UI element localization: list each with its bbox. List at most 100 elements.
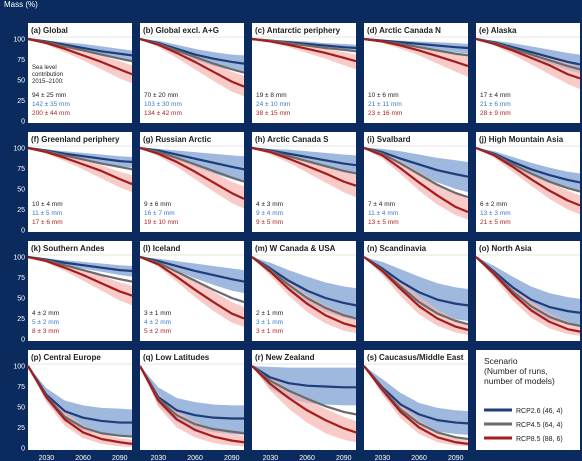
panel-background xyxy=(252,23,356,123)
contribution-value: 142 ± 35 mm xyxy=(32,101,70,108)
series-line-rcp85 xyxy=(475,37,581,80)
series-line-rcp85 xyxy=(139,146,245,200)
series-line-rcp85 xyxy=(139,255,245,320)
x-tick-label: 2060 xyxy=(187,455,203,461)
y-axis-label: Mass (%) xyxy=(4,0,38,9)
x-tick-label: 2030 xyxy=(375,455,391,461)
x-tick-label: 2090 xyxy=(224,455,240,461)
band-rcp85 xyxy=(28,39,132,84)
series-line-rcp85 xyxy=(27,37,133,76)
series-line-rcp85 xyxy=(475,256,581,333)
panel: (f) Greenland periphery 10 ± 4 mm 11 ± 5 m… xyxy=(27,132,133,232)
panel: (m) W Canada & USA 2 ± 1 mm 3 ± 1 mm 3 ± 1 … xyxy=(251,241,357,341)
panel-title: (n) Scandinavia xyxy=(367,244,427,253)
contribution-value: 19 ± 10 mm xyxy=(144,219,178,226)
band-rcp85 xyxy=(476,148,580,215)
panel-title: (k) Southern Andes xyxy=(31,244,105,253)
contribution-label: 2015–2100: xyxy=(32,79,64,85)
series-line-rcp45 xyxy=(251,256,357,320)
panel-title: (c) Antarctic periphery xyxy=(255,26,341,35)
band-rcp26 xyxy=(364,366,468,435)
band-rcp85 xyxy=(140,257,244,327)
contribution-value: 17 ± 6 mm xyxy=(32,219,63,226)
series-line-rcp85 xyxy=(27,146,133,186)
series-line-rcp85 xyxy=(27,255,133,297)
series-line-rcp45 xyxy=(363,146,469,199)
contribution-value: 10 ± 4 mm xyxy=(32,201,63,208)
contribution-value: 103 ± 30 mm xyxy=(144,101,182,108)
x-tick-label: 2030 xyxy=(39,455,55,461)
y-tick-label: 50 xyxy=(17,405,25,412)
band-rcp85 xyxy=(476,39,580,90)
series-line-rcp85 xyxy=(251,146,357,187)
panel: (a) Global Sea levelcontribution2015–2100… xyxy=(27,23,133,123)
contribution-label: contribution xyxy=(32,72,63,78)
panel-title: (m) W Canada & USA xyxy=(255,244,336,253)
panel: (r) New Zealand xyxy=(251,350,357,450)
contribution-value: 2 ± 1 mm xyxy=(256,310,283,317)
contribution-value: 200 ± 44 mm xyxy=(32,110,70,117)
series-line-rcp26 xyxy=(139,255,245,283)
y-tick-label: 100 xyxy=(13,37,25,44)
panel-title: (d) Arctic Canada N xyxy=(367,26,441,35)
contribution-label: Sea level xyxy=(32,65,57,71)
contribution-value: 7 ± 4 mm xyxy=(368,201,395,208)
panel-title: (i) Svalbard xyxy=(367,135,411,144)
panel: (p) Central Europe xyxy=(27,350,133,450)
panel-title: (o) North Asia xyxy=(479,244,532,253)
contribution-value: 8 ± 3 mm xyxy=(32,328,59,335)
panel-background xyxy=(364,23,468,123)
panel: (i) Svalbard 7 ± 4 mm 11 ± 4 mm 13 ± 5 mm xyxy=(363,132,469,232)
y-tick-label: 0 xyxy=(21,119,25,126)
y-tick-label: 0 xyxy=(21,446,25,453)
contribution-value: 24 ± 10 mm xyxy=(256,101,290,108)
y-tick-label: 100 xyxy=(13,364,25,371)
x-tick-label: 2090 xyxy=(112,455,128,461)
series-line-rcp85 xyxy=(251,256,357,328)
contribution-value: 21 ± 6 mm xyxy=(480,101,511,108)
contribution-value: 13 ± 5 mm xyxy=(368,219,399,226)
panel-title: (p) Central Europe xyxy=(31,353,101,362)
panel-title: (a) Global xyxy=(31,26,68,35)
series-line-rcp26 xyxy=(363,256,469,307)
contribution-value: 9 ± 5 mm xyxy=(256,219,283,226)
panel: (j) High Mountain Asia 6 ± 2 mm 13 ± 3 mm 2… xyxy=(475,132,581,232)
contribution-value: 3 ± 1 mm xyxy=(256,319,283,326)
band-rcp85 xyxy=(364,148,468,220)
legend-title: number of models) xyxy=(484,376,555,386)
contribution-value: 21 ± 11 mm xyxy=(368,101,402,108)
panel-title: (h) Arctic Canada S xyxy=(255,135,329,144)
x-tick-label: 2060 xyxy=(411,455,427,461)
x-tick-label: 2090 xyxy=(336,455,352,461)
contribution-value: 13 ± 3 mm xyxy=(480,210,511,217)
panel-background xyxy=(364,350,468,450)
panel-title: (s) Caucasus/Middle East xyxy=(367,353,464,362)
panel: (g) Russian Arctic 9 ± 6 mm 16 ± 7 mm 19 ± … xyxy=(139,132,245,232)
panel: (h) Arctic Canada S 4 ± 3 mm 9 ± 4 mm 9 ± 5… xyxy=(251,132,357,232)
x-tick-label: 2030 xyxy=(151,455,167,461)
contribution-value: 9 ± 6 mm xyxy=(144,201,171,208)
panel-title: (f) Greenland periphery xyxy=(31,135,120,144)
contribution-value: 9 ± 4 mm xyxy=(256,210,283,217)
panel: (k) Southern Andes 4 ± 2 mm 5 ± 2 mm 8 ± 3 … xyxy=(27,241,133,341)
series-line-rcp45 xyxy=(139,146,245,183)
band-rcp85 xyxy=(140,148,244,209)
panel: (q) Low Latitudes xyxy=(139,350,245,450)
contribution-value: 6 ± 2 mm xyxy=(480,201,507,208)
contribution-value: 17 ± 4 mm xyxy=(480,92,511,99)
series-line-rcp85 xyxy=(363,37,469,68)
band-rcp26 xyxy=(28,366,132,437)
y-tick-label: 0 xyxy=(21,228,25,235)
y-tick-label: 25 xyxy=(17,316,25,323)
contribution-value: 10 ± 6 mm xyxy=(368,92,399,99)
series-line-rcp85 xyxy=(363,146,469,213)
y-tick-label: 25 xyxy=(17,98,25,105)
series-line-rcp85 xyxy=(363,256,469,332)
panel: (s) Caucasus/Middle East xyxy=(363,350,469,450)
panel-title: (b) Global excl. A+G xyxy=(143,26,219,35)
panel: (b) Global excl. A+G 70 ± 20 mm 103 ± 30 m… xyxy=(139,23,245,123)
contribution-value: 4 ± 2 mm xyxy=(144,319,171,326)
panel: (l) Iceland 3 ± 1 mm 4 ± 2 mm 5 ± 2 mm xyxy=(139,241,245,341)
y-tick-label: 0 xyxy=(21,337,25,344)
series-line-rcp85 xyxy=(27,365,133,445)
